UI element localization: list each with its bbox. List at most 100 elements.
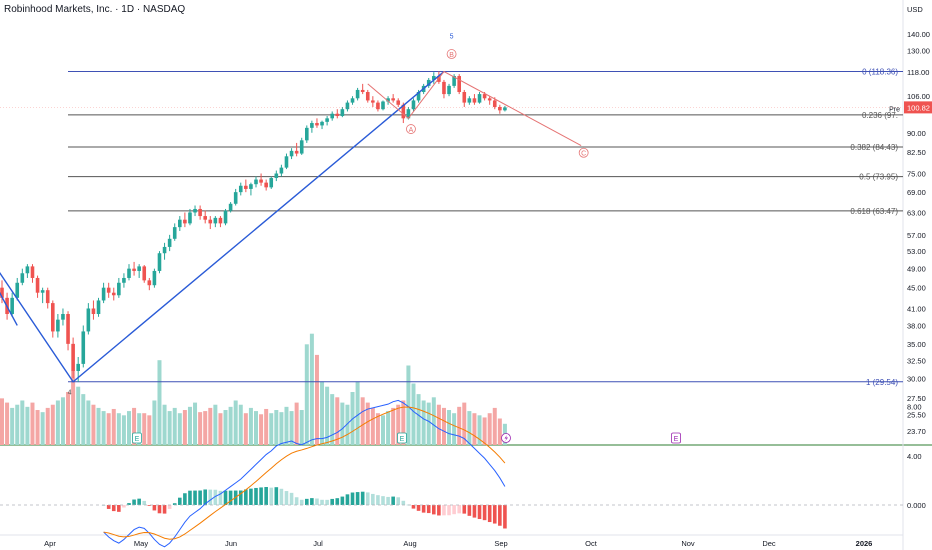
candle-body [492, 100, 497, 107]
earnings-marker [397, 432, 407, 444]
volume-bar [0, 398, 4, 445]
volume-bar [218, 413, 223, 445]
price-tick-label: 23.70 [907, 427, 926, 436]
volume-bar [360, 397, 365, 445]
candle-body [10, 297, 14, 315]
macd-histogram-bar [208, 489, 213, 505]
macd-histogram-bar [279, 488, 284, 505]
volume-bar [96, 407, 101, 445]
candle-body [132, 268, 136, 271]
volume-bar [10, 407, 15, 445]
time-tick-label: Oct [585, 539, 598, 548]
volume-bar [243, 413, 248, 445]
macd-histogram-bar [122, 505, 126, 508]
candle-body [396, 100, 401, 105]
macd-histogram-bar [467, 505, 472, 516]
candle-body [167, 238, 172, 247]
volume-bar [472, 413, 477, 445]
volume-bar [375, 413, 380, 445]
candle-body [162, 246, 167, 254]
volume-bar [167, 411, 172, 445]
volume-bar [60, 397, 65, 445]
candle-body [310, 123, 314, 128]
macd-histogram-bar [426, 505, 431, 514]
macd-histogram-bar [503, 505, 507, 529]
candle-body [457, 76, 461, 93]
volume-bar [381, 415, 385, 445]
volume-bar [20, 400, 25, 445]
candle-body [228, 203, 233, 211]
macd-histogram-bar [167, 505, 172, 509]
volume-bar [30, 402, 35, 445]
volume-bar [294, 402, 299, 445]
macd-histogram-bar [472, 505, 477, 518]
volume-bar [66, 392, 71, 445]
candle-body [152, 270, 157, 286]
volume-bar [406, 365, 411, 445]
candle-body [376, 102, 380, 110]
volume-bar [391, 407, 396, 445]
volume-bar [436, 404, 441, 445]
fib-level-label: 1 (29.54) [866, 378, 898, 387]
macd-histogram-bar [416, 505, 421, 511]
macd-histogram-bar [421, 505, 426, 513]
candle-body [447, 85, 451, 95]
macd-histogram-bar [447, 505, 451, 516]
candle-body [498, 106, 502, 111]
volume-bar [370, 407, 375, 445]
volume-bar [497, 418, 502, 445]
volume-bar [335, 397, 340, 445]
macd-histogram-bar [299, 499, 304, 505]
volume-bar [386, 411, 391, 445]
price-tick-label: 90.00 [907, 129, 926, 138]
macd-histogram-bar [152, 505, 157, 511]
volume-bar [467, 411, 472, 445]
macd-histogram-bar [305, 498, 309, 505]
macd-histogram-bar [162, 505, 167, 514]
macd-histogram-bar [147, 505, 152, 506]
macd-histogram-bar [172, 503, 177, 505]
candle-body [106, 287, 111, 293]
volume-bar [137, 413, 142, 445]
macd-histogram-bar [371, 493, 375, 505]
candle-body [238, 185, 243, 193]
volume-bar [365, 402, 370, 445]
macd-histogram-bar [325, 499, 329, 505]
macd-histogram-bar [437, 505, 441, 516]
candle-body [178, 219, 182, 228]
time-tick-label: 2026 [856, 539, 873, 548]
price-tick-label: 41.00 [907, 304, 926, 313]
earnings-marker [132, 432, 142, 444]
volume-bar [248, 407, 253, 445]
macd-histogram-bar [432, 505, 436, 515]
volume-bar [193, 402, 198, 445]
volume-bar [482, 417, 487, 445]
volume-bar [91, 404, 96, 445]
volume-bar [152, 400, 157, 445]
macd-histogram-bar [117, 505, 121, 512]
volume-bar [289, 411, 294, 445]
wave-b-label-circle [446, 49, 457, 59]
candle-body [284, 156, 289, 168]
volume-bar [396, 404, 401, 445]
wave-b-label: B [449, 52, 454, 59]
macd-histogram-bar [111, 505, 116, 512]
candle-body [86, 308, 91, 332]
price-tick-label: 130.00 [907, 47, 930, 56]
volume-bar [299, 410, 304, 445]
time-tick-label: Sep [494, 539, 507, 548]
macd-histogram-bar [482, 505, 487, 521]
macd-histogram-bar [442, 505, 446, 516]
volume-bar [147, 415, 152, 445]
volume-bar [457, 406, 462, 445]
price-tick-label: 45.00 [907, 284, 926, 293]
fib-level-label: 0.618 (63.47) [850, 207, 898, 216]
volume-bar [35, 410, 40, 445]
volume-bar [111, 408, 116, 445]
volume-bar [462, 402, 467, 445]
macd-histogram-bar [213, 489, 218, 505]
macd-histogram-bar [193, 490, 197, 505]
candle-body [355, 89, 360, 99]
candle-body [213, 217, 218, 224]
